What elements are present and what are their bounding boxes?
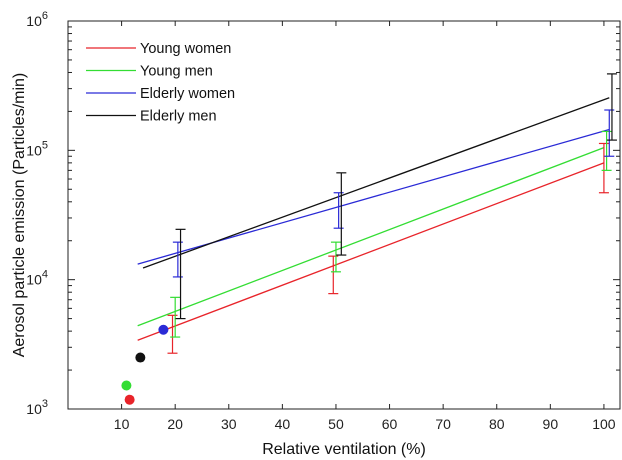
x-tick-label: 40: [275, 416, 291, 432]
fit-line-young-men: [137, 146, 605, 327]
resting-point-young-men: [121, 380, 132, 391]
x-tick-label: 70: [435, 416, 451, 432]
resting-points: [121, 324, 169, 405]
y-tick-label: 106: [26, 10, 48, 29]
plot-area: [67, 20, 621, 410]
y-axis: 103 104 105 106: [26, 10, 620, 417]
x-tick-label: 10: [114, 416, 130, 432]
y-tick-label: 103: [26, 398, 48, 417]
legend-label-young-women: Young women: [140, 41, 231, 57]
error-bars: [167, 73, 617, 354]
resting-point-elderly-women: [158, 324, 169, 335]
x-tick-label: 90: [543, 416, 559, 432]
x-tick-label: 100: [592, 416, 616, 432]
resting-point-young-women: [124, 394, 135, 405]
x-tick-label: 30: [221, 416, 237, 432]
legend-label-young-men: Young men: [140, 64, 213, 80]
x-tick-label: 20: [167, 416, 183, 432]
legend-label-elderly-women: Elderly women: [140, 86, 235, 102]
fit-lines: [137, 97, 610, 341]
y-tick-label: 105: [26, 139, 48, 158]
x-tick-label: 80: [489, 416, 505, 432]
x-tick-label: 50: [328, 416, 344, 432]
fit-line-young-women: [137, 162, 605, 341]
resting-point-elderly-men: [135, 352, 146, 363]
y-axis-title: Aerosol particle emission (Particles/min…: [11, 73, 28, 358]
legend-label-elderly-men: Elderly men: [140, 109, 217, 125]
fit-line-elderly-men: [142, 97, 610, 269]
x-axis-title: Relative ventilation (%): [262, 441, 426, 458]
x-axis: 10 20 30 40 50 60 70 80 90 100: [114, 21, 616, 432]
legend: Young women Young men Elderly women Elderly…: [86, 41, 235, 125]
y-tick-label: 104: [26, 269, 48, 288]
x-tick-label: 60: [382, 416, 398, 432]
